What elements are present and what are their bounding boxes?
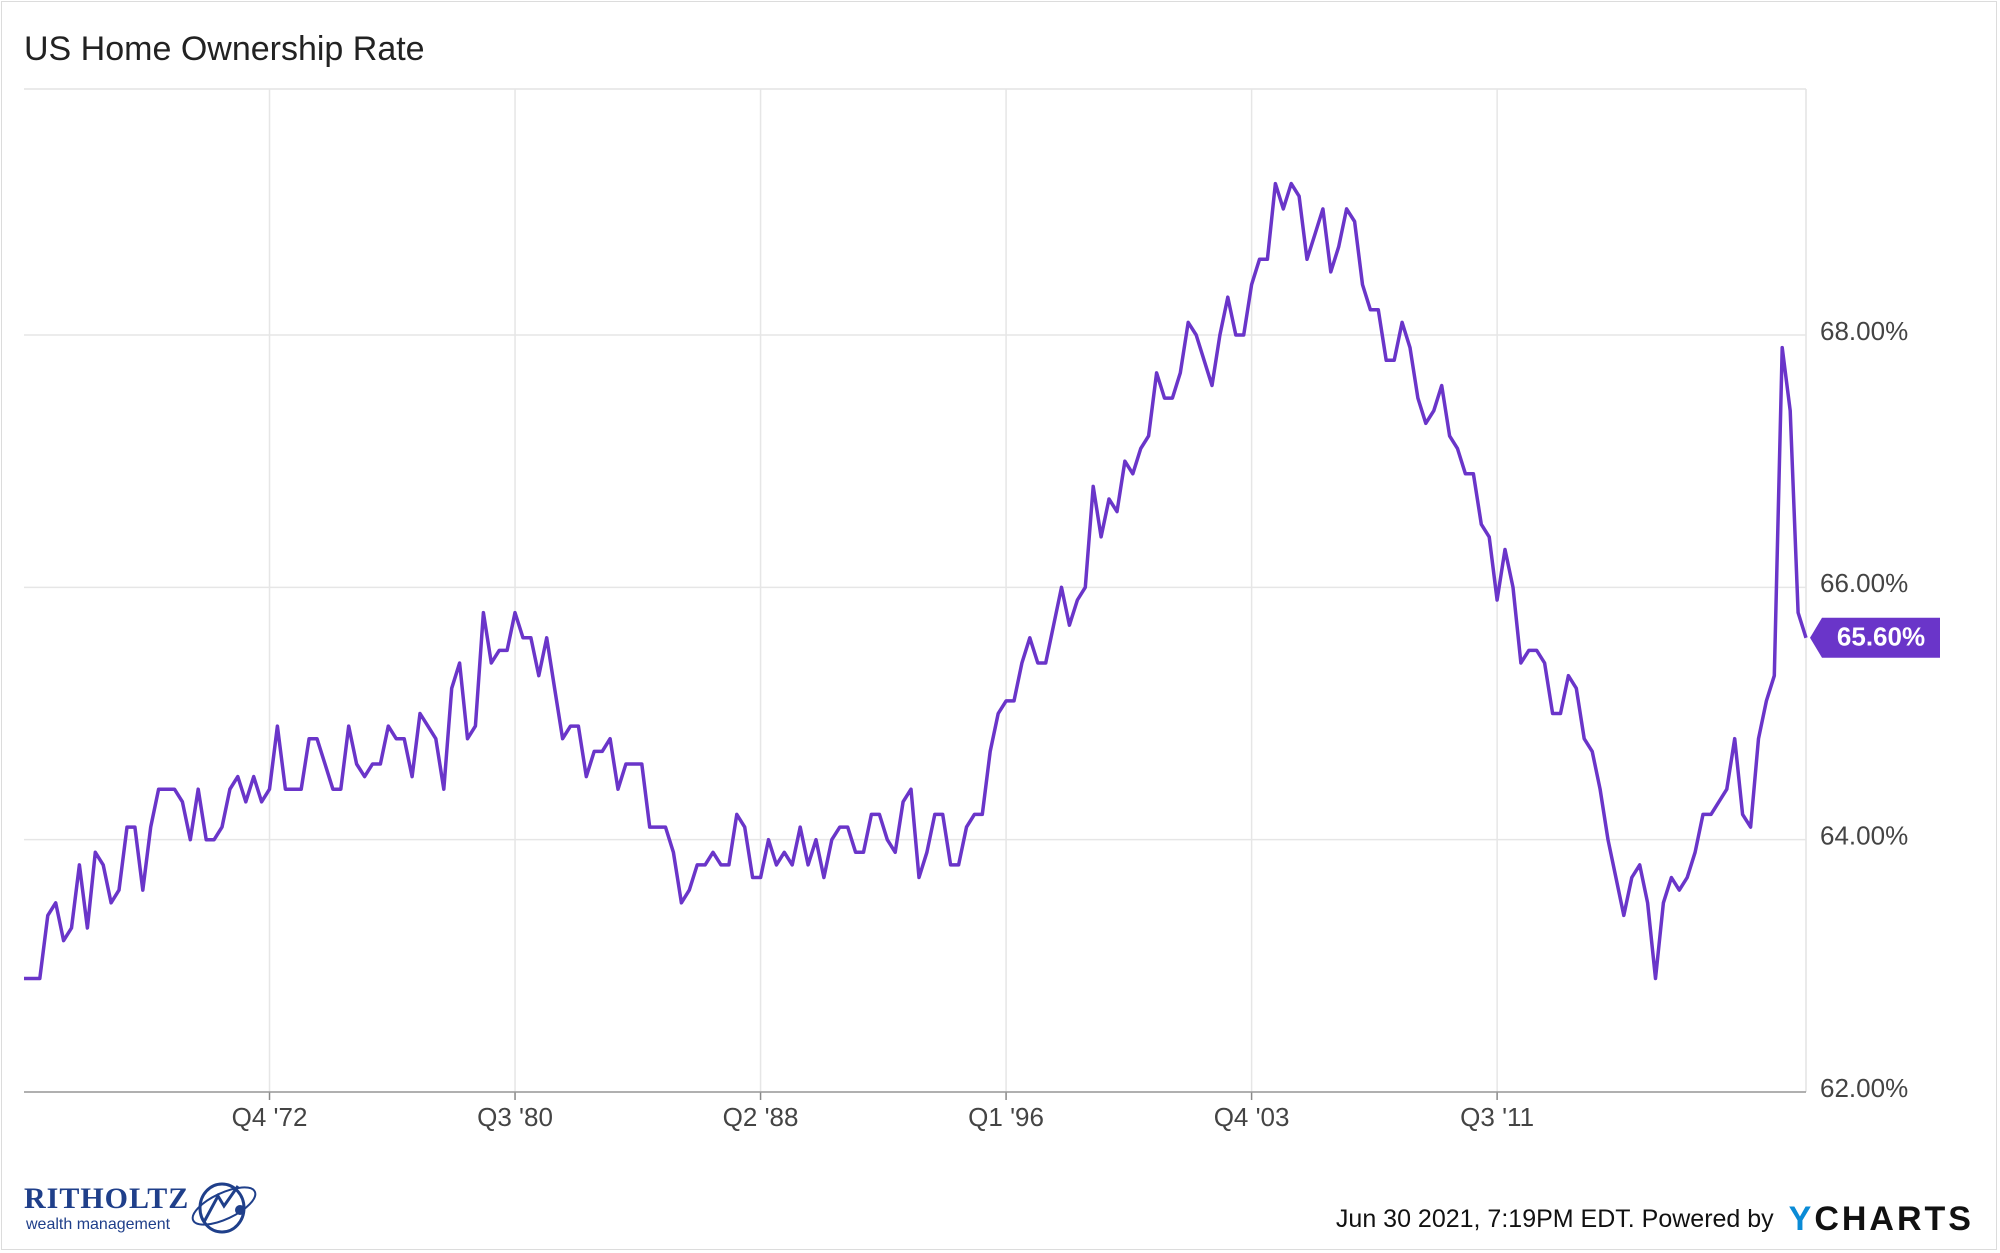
footer-timestamp: Jun 30 2021, 7:19PM EDT. Powered by (1335, 1205, 1774, 1233)
logo-name: RITHOLTZ (24, 1182, 190, 1215)
ritholtz-logo: RITHOLTZ wealth management (24, 1182, 257, 1238)
y-tick-label: 66.00% (1820, 568, 1908, 598)
x-tick-label: Q1 '96 (968, 1102, 1044, 1132)
globe-logo-icon (191, 1182, 257, 1234)
x-tick-label: Q4 '72 (232, 1102, 308, 1132)
y-tick-label: 68.00% (1820, 316, 1908, 346)
ycharts-logo-y: Y (1788, 1200, 1815, 1238)
x-tick-label: Q4 '03 (1214, 1102, 1290, 1132)
y-tick-label: 64.00% (1820, 821, 1908, 851)
series-layer (24, 181, 1808, 981)
footer-attribution: Jun 30 2021, 7:19PM EDT. Powered by YCHA… (1336, 1200, 1974, 1239)
last-value-label: 65.60% (1837, 622, 1925, 652)
ycharts-logo[interactable]: YCHARTS (1789, 1200, 1974, 1239)
x-tick-label: Q3 '80 (477, 1102, 553, 1132)
last-value-badge (1810, 617, 1940, 658)
x-tick-label: Q3 '11 (1460, 1102, 1534, 1132)
logo-subtitle: wealth management (26, 1216, 171, 1233)
label-layer: 62.00% 64.00% 66.00% 68.00% Q4 '72 Q3 '80 Q2 '… (232, 316, 1940, 1132)
series-line (24, 181, 1808, 981)
axis-layer (24, 1091, 1806, 1100)
y-tick-label: 62.00% (1820, 1073, 1908, 1103)
chart-title: US Home Ownership Rate (24, 30, 425, 68)
ycharts-logo-text: CHARTS (1814, 1200, 1974, 1238)
grid-layer (24, 88, 1807, 1093)
x-tick-label: Q2 '88 (723, 1102, 799, 1132)
